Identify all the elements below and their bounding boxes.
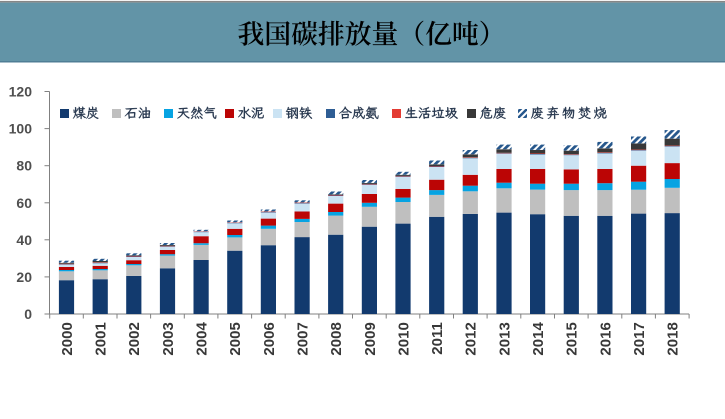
svg-text:2018: 2018 [665, 322, 682, 355]
svg-text:2000: 2000 [59, 322, 76, 355]
svg-text:2010: 2010 [395, 322, 412, 355]
svg-text:2013: 2013 [496, 322, 513, 355]
svg-text:2007: 2007 [295, 322, 312, 355]
svg-text:2009: 2009 [362, 322, 379, 355]
svg-text:2001: 2001 [93, 322, 110, 355]
svg-text:100: 100 [9, 121, 33, 137]
svg-text:2008: 2008 [328, 322, 345, 355]
svg-text:0: 0 [24, 306, 32, 322]
svg-text:80: 80 [16, 158, 32, 174]
svg-text:60: 60 [16, 195, 32, 211]
svg-text:2014: 2014 [530, 322, 547, 356]
svg-text:2006: 2006 [261, 322, 278, 355]
svg-text:40: 40 [16, 232, 32, 248]
svg-text:2016: 2016 [597, 322, 614, 355]
svg-text:2015: 2015 [564, 322, 581, 355]
svg-text:2011: 2011 [429, 322, 446, 355]
svg-text:2017: 2017 [631, 322, 648, 355]
svg-text:2003: 2003 [160, 322, 177, 355]
svg-text:2005: 2005 [227, 322, 244, 355]
svg-text:120: 120 [9, 84, 33, 100]
svg-text:20: 20 [16, 269, 32, 285]
svg-text:2004: 2004 [194, 322, 211, 356]
svg-text:2012: 2012 [463, 322, 480, 355]
svg-text:2002: 2002 [126, 322, 143, 355]
